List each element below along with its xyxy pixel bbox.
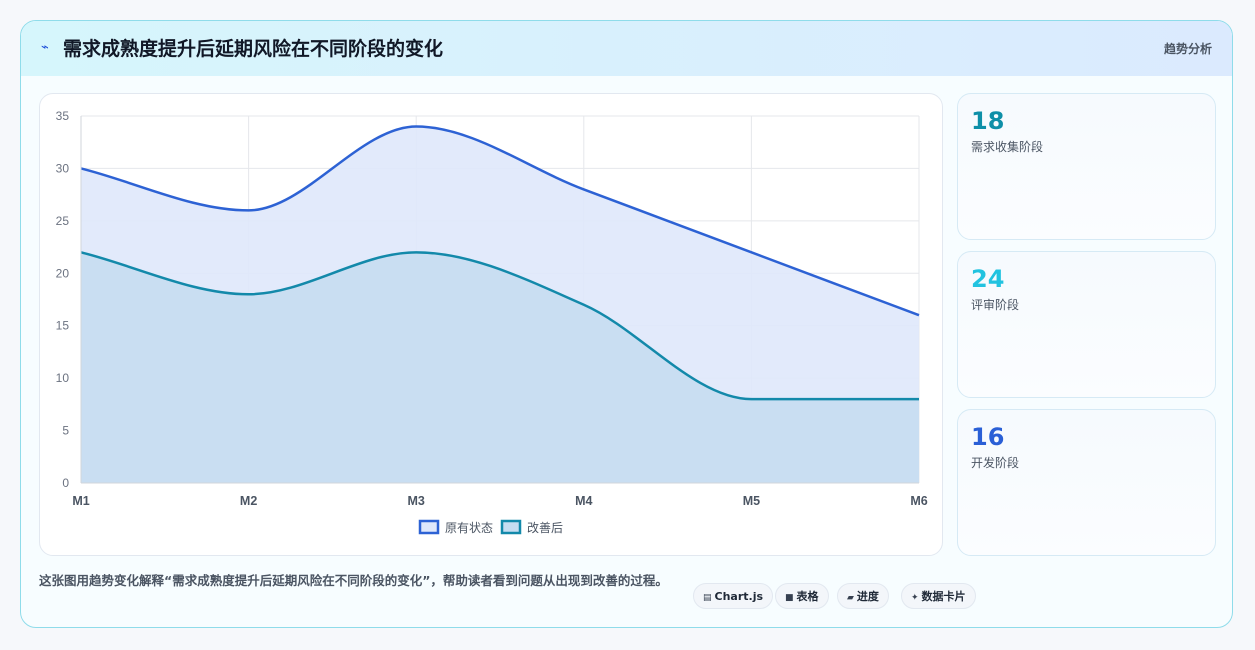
y-tick-label: 10 bbox=[56, 371, 70, 385]
stat-label: 评审阶段 bbox=[971, 298, 1020, 312]
header-tag: 趋势分析 bbox=[1163, 42, 1212, 56]
table-icon: ■ bbox=[785, 593, 794, 603]
chip-chartjs[interactable]: ▤ Chart.js bbox=[693, 583, 774, 609]
card-header: ⌁ 需求成熟度提升后延期风险在不同阶段的变化 趋势分析 bbox=[21, 21, 1232, 76]
sparkle-icon: ✦ bbox=[911, 593, 919, 603]
legend-swatch bbox=[500, 519, 522, 535]
chip-label: 数据卡片 bbox=[921, 590, 966, 603]
y-tick-label: 15 bbox=[56, 319, 70, 333]
stat-card-requirements: 18 需求收集阶段 bbox=[957, 93, 1216, 240]
y-tick-label: 0 bbox=[62, 476, 69, 490]
stat-card-review: 24 评审阶段 bbox=[957, 251, 1216, 398]
x-tick-label: M6 bbox=[910, 494, 927, 508]
y-tick-label: 25 bbox=[56, 214, 70, 228]
y-tick-label: 5 bbox=[62, 424, 69, 438]
stat-label: 需求收集阶段 bbox=[971, 140, 1044, 154]
series-area-2 bbox=[81, 252, 919, 483]
line-chart: 0 5 10 15 20 25 30 35 M1 M2 M3 M4 M5 M6 原有状态 改善后 bbox=[56, 109, 928, 535]
stat-value: 18 bbox=[971, 107, 1005, 135]
chip-label: 进度 bbox=[856, 590, 879, 603]
chart-icon: ▤ bbox=[703, 593, 712, 603]
stat-value: 16 bbox=[971, 423, 1005, 451]
legend-label: 原有状态 bbox=[445, 521, 493, 535]
page-title: 需求成熟度提升后延期风险在不同阶段的变化 bbox=[63, 38, 444, 60]
chip-data-cards[interactable]: ✦ 数据卡片 bbox=[901, 583, 976, 609]
x-tick-label: M2 bbox=[240, 494, 257, 508]
y-tick-label: 35 bbox=[56, 109, 70, 123]
x-tick-label: M5 bbox=[743, 494, 760, 508]
stat-card-development: 16 开发阶段 bbox=[957, 409, 1216, 556]
legend-swatch bbox=[418, 519, 440, 535]
legend-label: 改善后 bbox=[527, 520, 563, 535]
x-tick-label: M3 bbox=[408, 494, 425, 508]
chip-label: 表格 bbox=[796, 590, 819, 603]
y-tick-label: 20 bbox=[56, 266, 70, 280]
chart-panel: 0 5 10 15 20 25 30 35 M1 M2 M3 M4 M5 M6 原有状态 改善后 bbox=[39, 93, 943, 556]
chart-caption: 这张图用趋势变化解释“需求成熟度提升后延期风险在不同阶段的变化”，帮助读者看到问… bbox=[39, 573, 668, 588]
line-chart-icon: ⌁ bbox=[41, 40, 49, 55]
y-tick-label: 30 bbox=[56, 161, 70, 175]
x-tick-label: M4 bbox=[575, 494, 592, 508]
stat-value: 24 bbox=[971, 265, 1005, 293]
chip-progress[interactable]: ▰ 进度 bbox=[837, 583, 889, 609]
chip-label: Chart.js bbox=[714, 590, 764, 603]
series-line-1 bbox=[80, 125, 920, 317]
x-tick-label: M1 bbox=[72, 494, 89, 508]
progress-icon: ▰ bbox=[847, 593, 854, 603]
series-line-2 bbox=[80, 251, 919, 401]
stat-label: 开发阶段 bbox=[971, 456, 1020, 470]
report-card: ⌁ 需求成熟度提升后延期风险在不同阶段的变化 趋势分析 0 5 10 15 20 25 30… bbox=[20, 20, 1233, 628]
chip-table[interactable]: ■ 表格 bbox=[775, 583, 829, 609]
